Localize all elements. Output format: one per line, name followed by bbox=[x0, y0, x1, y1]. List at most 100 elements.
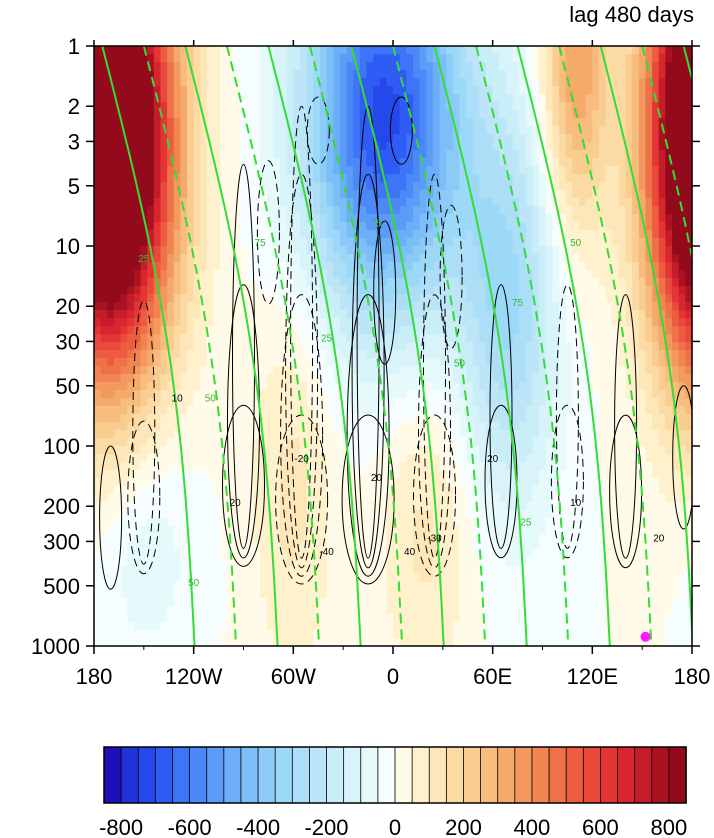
heatmap-cell bbox=[299, 574, 308, 583]
heatmap-cell bbox=[353, 462, 361, 471]
heatmap-cell bbox=[492, 310, 500, 319]
heatmap-cell bbox=[419, 598, 427, 607]
heatmap-cell bbox=[213, 78, 221, 87]
heatmap-cell bbox=[393, 174, 401, 183]
heatmap-cell bbox=[273, 574, 281, 583]
heatmap-cell bbox=[286, 238, 294, 247]
heatmap-cell bbox=[419, 454, 427, 463]
heatmap-cell bbox=[266, 182, 274, 191]
heatmap-cell bbox=[339, 606, 348, 615]
heatmap-cell bbox=[273, 70, 281, 79]
heatmap-cell bbox=[439, 502, 447, 511]
heatmap-cell bbox=[220, 190, 228, 199]
heatmap-cell bbox=[206, 294, 215, 303]
heatmap-cell bbox=[412, 374, 421, 383]
heatmap-cell bbox=[193, 190, 201, 199]
heatmap-cell bbox=[486, 478, 494, 487]
heatmap-cell bbox=[273, 582, 281, 591]
heatmap-cell bbox=[499, 310, 507, 319]
heatmap-cell bbox=[393, 430, 401, 439]
heatmap-cell bbox=[253, 70, 261, 79]
heatmap-cell bbox=[353, 638, 361, 647]
heatmap-cell bbox=[393, 526, 401, 535]
heatmap-cell bbox=[319, 78, 328, 87]
heatmap-cell bbox=[353, 134, 361, 143]
heatmap-cell bbox=[107, 270, 115, 279]
heatmap-cell bbox=[412, 158, 421, 167]
heatmap-cell bbox=[113, 414, 122, 423]
heatmap-cell bbox=[479, 214, 487, 223]
heatmap-cell bbox=[459, 278, 467, 287]
heatmap-cell bbox=[306, 206, 314, 215]
heatmap-cell bbox=[419, 166, 427, 175]
heatmap-cell bbox=[246, 526, 255, 535]
heatmap-cell bbox=[160, 558, 168, 567]
heatmap-cell bbox=[120, 94, 128, 103]
heatmap-cell bbox=[386, 606, 394, 615]
heatmap-cell bbox=[193, 422, 201, 431]
heatmap-cell bbox=[253, 118, 261, 127]
heatmap-cell bbox=[140, 206, 148, 215]
heatmap-cell bbox=[439, 134, 447, 143]
heatmap-cell bbox=[127, 598, 135, 607]
heatmap-cell bbox=[94, 406, 102, 415]
heatmap-cell bbox=[253, 134, 261, 143]
heatmap-cell bbox=[406, 166, 414, 175]
heatmap-cell bbox=[333, 62, 341, 71]
heatmap-cell bbox=[459, 510, 467, 519]
heatmap-cell bbox=[133, 558, 142, 567]
heatmap-cell bbox=[220, 470, 228, 479]
heatmap-cell bbox=[240, 422, 248, 431]
heatmap-cell bbox=[446, 166, 454, 175]
heatmap-cell bbox=[299, 222, 308, 231]
heatmap-cell bbox=[140, 430, 148, 439]
heatmap-cell bbox=[326, 286, 334, 295]
heatmap-cell bbox=[379, 254, 387, 263]
heatmap-cell bbox=[505, 142, 514, 151]
heatmap-cell bbox=[226, 446, 235, 455]
heatmap-cell bbox=[167, 398, 175, 407]
heatmap-cell bbox=[273, 422, 281, 431]
heatmap-cell bbox=[379, 382, 387, 391]
heatmap-cell bbox=[439, 286, 447, 295]
heatmap-cell bbox=[286, 454, 294, 463]
heatmap-cell bbox=[240, 134, 248, 143]
heatmap-cell bbox=[173, 294, 181, 303]
heatmap-cell bbox=[333, 318, 341, 327]
heatmap-cell bbox=[525, 286, 534, 295]
heatmap-cell bbox=[319, 614, 328, 623]
heatmap-cell bbox=[426, 582, 434, 591]
heatmap-cell bbox=[286, 214, 294, 223]
heatmap-cell bbox=[140, 550, 148, 559]
heatmap-cell bbox=[299, 438, 308, 447]
heatmap-cell bbox=[313, 630, 321, 639]
heatmap-cell bbox=[273, 134, 281, 143]
heatmap-cell bbox=[100, 326, 108, 335]
heatmap-cell bbox=[525, 94, 534, 103]
heatmap-cell bbox=[193, 366, 201, 375]
heatmap-cell bbox=[180, 638, 188, 647]
heatmap-cell bbox=[260, 94, 268, 103]
heatmap-cell bbox=[366, 222, 374, 231]
heatmap-cell bbox=[153, 254, 162, 263]
heatmap-cell bbox=[260, 614, 268, 623]
heatmap-cell bbox=[133, 566, 142, 575]
heatmap-cell bbox=[147, 166, 155, 175]
heatmap-cell bbox=[120, 214, 128, 223]
heatmap-cell bbox=[452, 638, 461, 647]
heatmap-cell bbox=[100, 582, 108, 591]
heatmap-cell bbox=[140, 166, 148, 175]
heatmap-cell bbox=[519, 46, 527, 55]
heatmap-cell bbox=[379, 462, 387, 471]
heatmap-cell bbox=[299, 102, 308, 111]
heatmap-cell bbox=[486, 70, 494, 79]
heatmap-cell bbox=[100, 534, 108, 543]
heatmap-cell bbox=[379, 638, 387, 647]
heatmap-cell bbox=[379, 342, 387, 351]
heatmap-cell bbox=[94, 158, 102, 167]
heatmap-cell bbox=[393, 382, 401, 391]
heatmap-cell bbox=[346, 598, 354, 607]
heatmap-cell bbox=[286, 566, 294, 575]
heatmap-cell bbox=[319, 86, 328, 95]
heatmap-cell bbox=[293, 54, 301, 63]
